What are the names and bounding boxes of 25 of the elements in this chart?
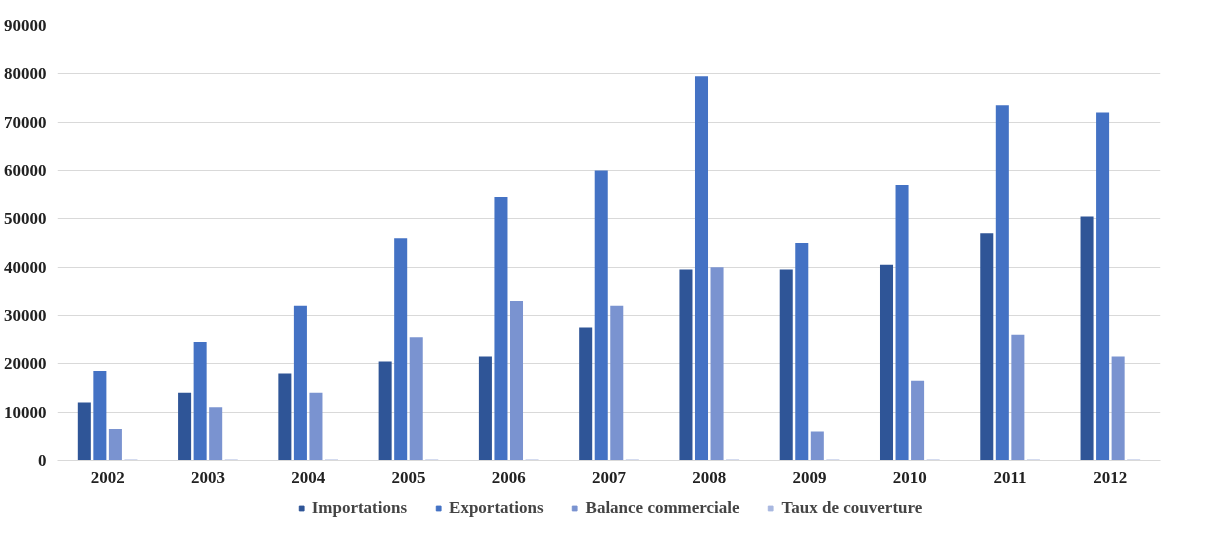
x-tick-label: 2005 — [391, 467, 426, 487]
x-tick-label: 2011 — [993, 467, 1027, 487]
y-tick-label: 40000 — [4, 257, 47, 277]
x-tick-label: 2002 — [90, 467, 125, 487]
x-tick-label: 2007 — [592, 467, 627, 487]
x-tick-label: 2003 — [190, 467, 225, 487]
legend-label: Importations — [311, 497, 408, 518]
x-tick-label: 2008 — [692, 467, 727, 487]
x-tick-label: 2009 — [792, 467, 827, 487]
y-tick-label: 30000 — [4, 306, 47, 325]
y-tick-label: 10000 — [4, 402, 47, 422]
y-tick-label: 50000 — [4, 209, 47, 229]
y-tick-label: 70000 — [4, 112, 47, 132]
y-tick-label: 20000 — [4, 354, 47, 374]
y-tick-label: 90000 — [4, 16, 47, 35]
legend-label: Exportations — [449, 497, 544, 518]
x-tick-label: 2006 — [491, 467, 526, 487]
y-tick-label: 80000 — [4, 64, 47, 84]
x-tick-label: 2012 — [1093, 467, 1128, 487]
y-tick-label: 60000 — [4, 161, 47, 180]
y-tick-label: 0 — [38, 451, 47, 470]
legend-label: Balance commerciale — [585, 497, 740, 518]
x-tick-label: 2004 — [291, 467, 326, 487]
x-tick-label: 2010 — [892, 467, 927, 487]
legend-label: Taux de couverture — [781, 497, 923, 518]
